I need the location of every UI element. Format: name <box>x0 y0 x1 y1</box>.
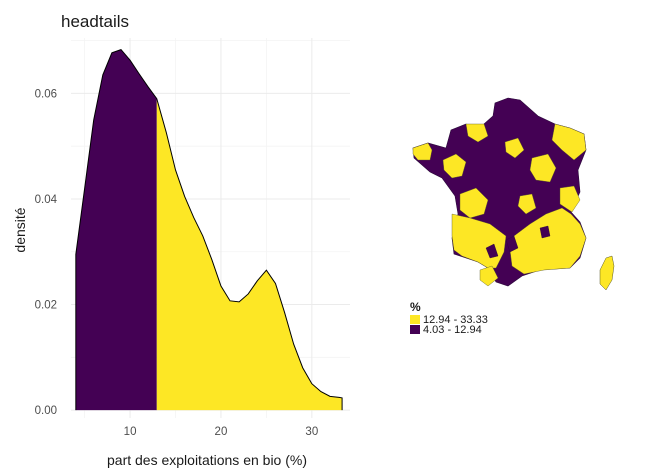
map-region-centre-east <box>529 153 557 183</box>
map-region-normandy <box>465 123 489 143</box>
map-region-west <box>442 153 467 179</box>
map-region-brittany <box>412 142 433 161</box>
legend-swatch-low <box>410 325 420 334</box>
x-tick-label: 30 <box>305 426 318 438</box>
x-tick-label: 10 <box>124 426 137 438</box>
y-axis-title: densité <box>12 207 28 252</box>
legend-swatch-high <box>410 315 420 324</box>
plot-axes: 10 20 30 0.00 0.02 0.04 0.06 <box>35 88 319 438</box>
legend-label-low: 4.03 - 12.94 <box>423 324 482 336</box>
map-region-alps <box>559 185 581 213</box>
map-region-south <box>509 207 587 275</box>
map-region-lorraine <box>551 123 587 161</box>
y-tick-label: 0.00 <box>35 405 57 417</box>
legend-label-high: 12.94 - 33.33 <box>423 314 488 326</box>
france-choropleth-map <box>412 97 615 291</box>
map-region-pyrenees <box>479 265 499 287</box>
map-corsica <box>599 255 615 291</box>
density-area-high-class <box>156 98 343 411</box>
density-plot <box>75 49 343 411</box>
y-tick-label: 0.04 <box>35 194 58 206</box>
chart-title: headtails <box>61 12 129 31</box>
density-area-low-class <box>75 49 157 411</box>
y-tick-label: 0.06 <box>35 88 57 100</box>
map-region-champagne <box>504 137 525 159</box>
map-region-purple-1 <box>505 235 519 253</box>
map-region-purple-2 <box>539 225 551 239</box>
map-region-purple-3 <box>485 243 499 259</box>
map-region-massif <box>517 193 537 215</box>
map-legend-title: % <box>410 300 421 314</box>
map-region-loire <box>459 187 489 219</box>
x-tick-label: 20 <box>215 426 228 438</box>
density-curve-line <box>75 49 343 411</box>
y-tick-label: 0.02 <box>35 300 57 312</box>
x-axis-title: part des exploitations en bio (%) <box>107 452 307 468</box>
map-legend: % 12.94 - 33.33 4.03 - 12.94 <box>410 300 488 336</box>
